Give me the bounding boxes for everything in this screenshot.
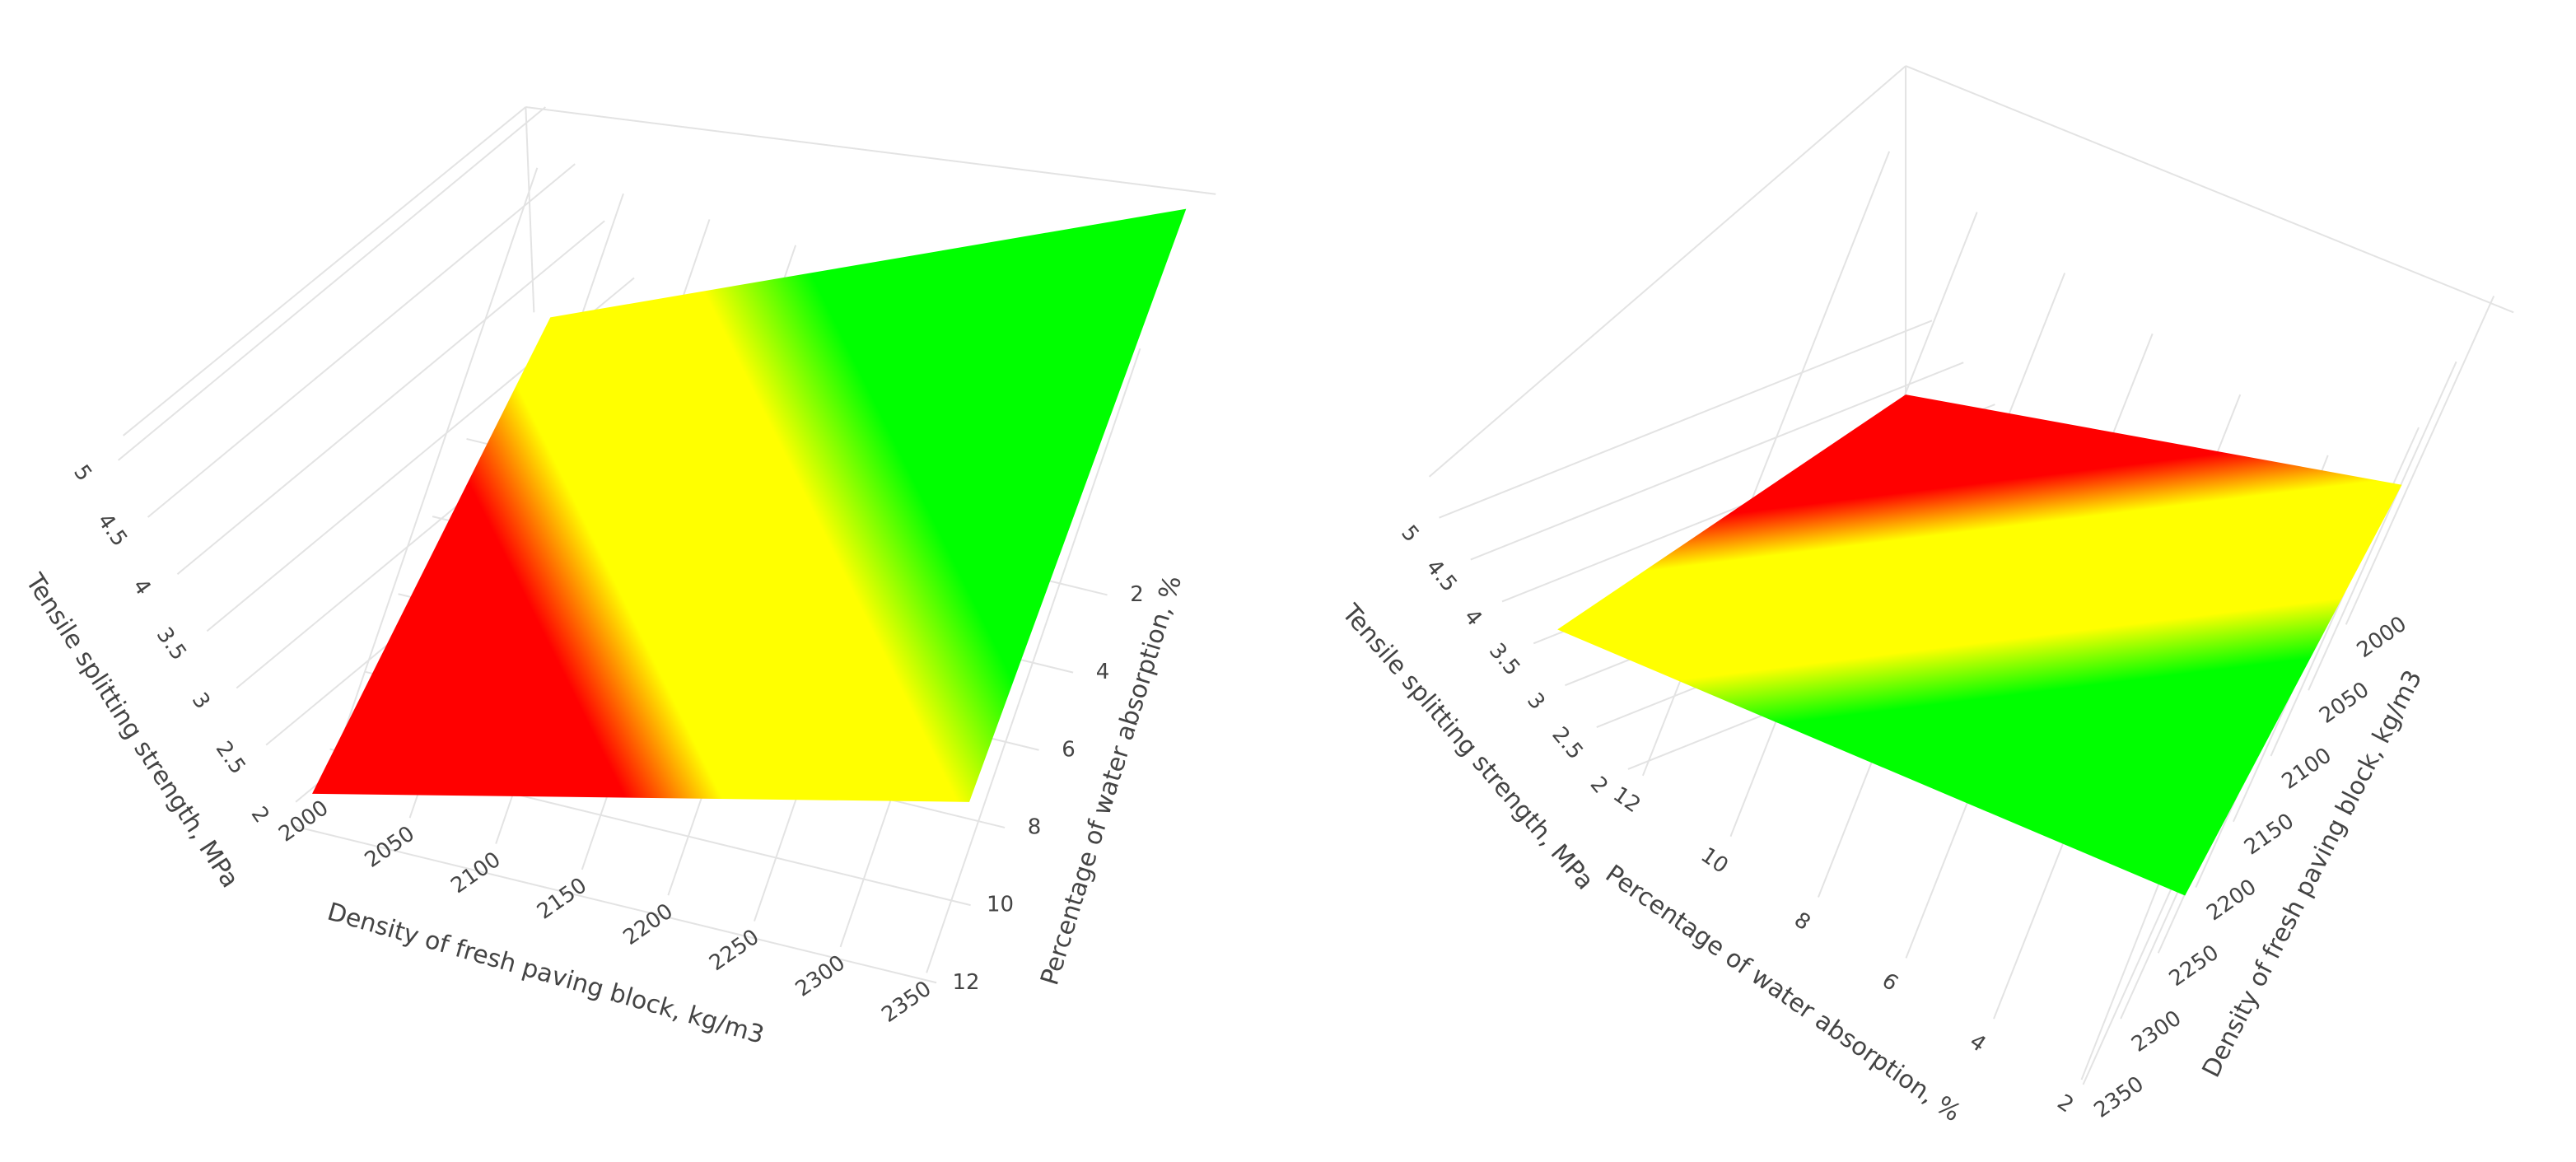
- x-tick-label: 2350: [877, 977, 936, 1028]
- z-tick-label: 2.5: [1547, 722, 1587, 764]
- z-tick-label: 4: [1459, 604, 1487, 631]
- box-edge: [525, 105, 1216, 195]
- x-tick-label: 2250: [705, 925, 763, 976]
- z-tick-label: 5: [68, 460, 96, 486]
- x-tick-label: 2150: [533, 873, 591, 924]
- x-tick-label: 6: [1877, 968, 1902, 996]
- z-tick-label: 3.5: [1484, 638, 1524, 680]
- grid-line: [926, 348, 1141, 973]
- x-tick-label: 12: [1608, 782, 1645, 819]
- grid-line: [117, 106, 546, 461]
- z-tick-label: 4.5: [1421, 555, 1461, 597]
- x-tick-label: 4: [1965, 1029, 1990, 1057]
- y-tick-label: 2050: [2315, 677, 2373, 728]
- y-tick-label: 2100: [2277, 743, 2336, 794]
- box-edge: [1428, 65, 1906, 478]
- grid-line: [147, 163, 576, 518]
- surface-layer: [312, 208, 2402, 896]
- y-tick-label: 12: [953, 970, 980, 995]
- x-tick-label: 2300: [791, 950, 850, 1001]
- x-tick-label: 2100: [446, 847, 505, 898]
- surface: [1557, 394, 2402, 896]
- z-tick-label: 3: [187, 688, 215, 714]
- x-tick-label: 2000: [274, 796, 333, 847]
- grid-line: [2308, 361, 2457, 691]
- y-tick-label: 8: [1028, 814, 1042, 839]
- box-edge: [525, 106, 535, 313]
- y-tick-label: 2350: [2090, 1071, 2149, 1122]
- x-tick-label: 8: [1790, 908, 1815, 936]
- z-tick-label: 4: [128, 574, 156, 600]
- frames: [122, 65, 2514, 478]
- y-tick-label: 2: [1130, 582, 1144, 607]
- y-tick-label: 2000: [2353, 612, 2411, 663]
- y-axis-title: Percentage of water absorption, %: [1035, 572, 1188, 989]
- y-tick-label: 2150: [2240, 809, 2298, 860]
- z-tick-label: 4.5: [92, 509, 132, 551]
- x-tick-label: 10: [1696, 842, 1733, 879]
- box-edge: [1905, 65, 2514, 314]
- surface: [312, 208, 1187, 802]
- y-tick-label: 2250: [2165, 940, 2224, 992]
- z-axis-title: Tensile splitting strength, MPa: [20, 568, 245, 894]
- x-tick-label: 2200: [618, 899, 677, 950]
- box-edge: [122, 106, 526, 436]
- x-tick-label: 2: [2053, 1090, 2079, 1118]
- y-tick-label: 2300: [2127, 1006, 2186, 1057]
- z-tick-label: 2: [246, 802, 274, 828]
- x-tick-label: 2050: [361, 821, 419, 872]
- z-tick-label: 2: [1585, 772, 1613, 799]
- grid-line: [295, 825, 937, 984]
- y-tick-label: 2200: [2202, 875, 2261, 926]
- y-tick-label: 4: [1096, 660, 1110, 684]
- grid-line: [323, 167, 539, 793]
- grid-line: [2345, 295, 2495, 625]
- grid-line: [176, 220, 605, 575]
- z-tick-label: 3.5: [152, 623, 191, 665]
- z-tick-label: 5: [1396, 520, 1424, 547]
- grid-line: [1439, 320, 1933, 519]
- z-tick-label: 3: [1522, 688, 1550, 715]
- y-tick-label: 10: [987, 893, 1014, 917]
- y-tick-label: 6: [1062, 737, 1076, 762]
- x-axis-title: Percentage of water absorption, %: [1600, 860, 1966, 1128]
- grid-line: [1470, 362, 1964, 561]
- z-tick-label: 2.5: [211, 737, 250, 779]
